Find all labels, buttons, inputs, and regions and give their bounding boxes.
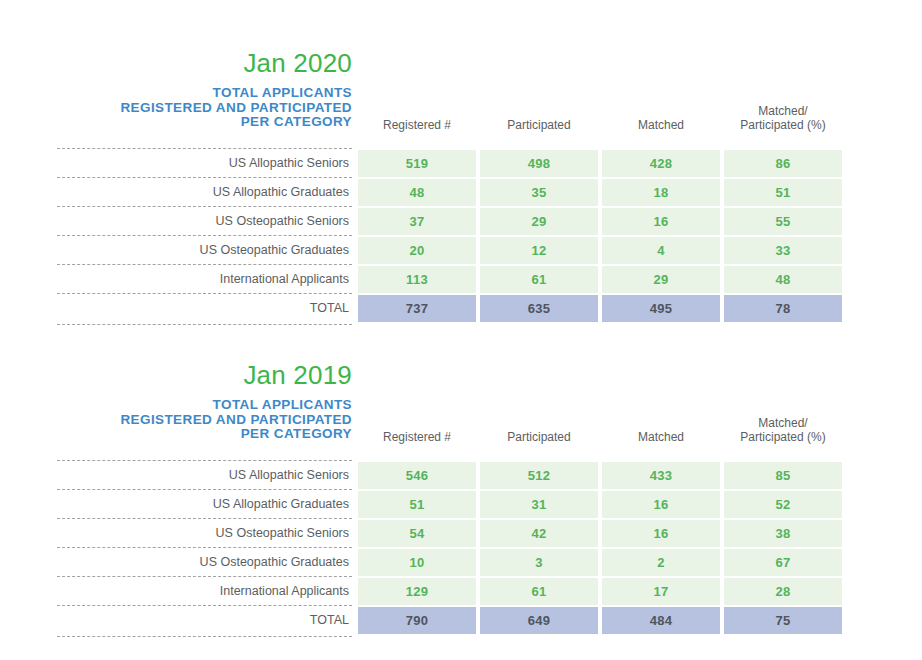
table-bottom-divider bbox=[57, 636, 352, 637]
value-cell: 512 bbox=[480, 462, 598, 489]
table-row: US Osteopathic Seniors54421638 bbox=[0, 520, 922, 547]
table-heading: TOTAL APPLICANTS REGISTERED AND PARTICIP… bbox=[0, 398, 358, 449]
row-category-label: US Allopathic Graduates bbox=[0, 491, 358, 518]
value-cell: 2 bbox=[602, 549, 720, 576]
value-cell: 428 bbox=[602, 150, 720, 177]
value-cell: 495 bbox=[602, 295, 720, 322]
value-cell: 38 bbox=[724, 520, 842, 547]
table-row: US Allopathic Seniors51949842886 bbox=[0, 150, 922, 177]
row-category-label: US Allopathic Seniors bbox=[0, 150, 358, 177]
row-category-label: International Applicants bbox=[0, 266, 358, 293]
value-cell: 737 bbox=[358, 295, 476, 322]
value-cell: 42 bbox=[480, 520, 598, 547]
value-cell: 649 bbox=[480, 607, 598, 634]
value-cell: 35 bbox=[480, 179, 598, 206]
row-category-label: US Osteopathic Graduates bbox=[0, 237, 358, 264]
match-table-jan-2020: Jan 2020 TOTAL APPLICANTS REGISTERED AND… bbox=[0, 48, 922, 325]
value-cell: 17 bbox=[602, 578, 720, 605]
table-rows: US Allopathic Seniors51949842886US Allop… bbox=[0, 150, 922, 322]
value-cell: 48 bbox=[724, 266, 842, 293]
value-cell: 61 bbox=[480, 266, 598, 293]
row-category-label: TOTAL bbox=[0, 607, 358, 634]
column-header-matched-participated-pct: Matched/ Participated (%) bbox=[724, 416, 842, 449]
table-title: Jan 2019 bbox=[0, 360, 352, 390]
value-cell: 85 bbox=[724, 462, 842, 489]
table-row: US Allopathic Graduates48351851 bbox=[0, 179, 922, 206]
value-cell: 51 bbox=[358, 491, 476, 518]
match-table-jan-2019: Jan 2019 TOTAL APPLICANTS REGISTERED AND… bbox=[0, 360, 922, 637]
row-category-label: International Applicants bbox=[0, 578, 358, 605]
table-total-row: TOTAL79064948475 bbox=[0, 607, 922, 634]
value-cell: 4 bbox=[602, 237, 720, 264]
table-row: US Allopathic Graduates51311652 bbox=[0, 491, 922, 518]
column-header-participated: Participated bbox=[480, 118, 598, 137]
value-cell: 433 bbox=[602, 462, 720, 489]
value-cell: 20 bbox=[358, 237, 476, 264]
row-category-label: US Osteopathic Seniors bbox=[0, 520, 358, 547]
value-cell: 129 bbox=[358, 578, 476, 605]
value-cell: 635 bbox=[480, 295, 598, 322]
value-cell: 546 bbox=[358, 462, 476, 489]
row-category-label: US Allopathic Graduates bbox=[0, 179, 358, 206]
table-row: International Applicants113612948 bbox=[0, 266, 922, 293]
value-cell: 484 bbox=[602, 607, 720, 634]
table-row: US Osteopathic Graduates2012433 bbox=[0, 237, 922, 264]
value-cell: 10 bbox=[358, 549, 476, 576]
value-cell: 790 bbox=[358, 607, 476, 634]
row-category-label: US Osteopathic Graduates bbox=[0, 549, 358, 576]
value-cell: 48 bbox=[358, 179, 476, 206]
table-row: International Applicants129611728 bbox=[0, 578, 922, 605]
value-cell: 16 bbox=[602, 491, 720, 518]
table-header-row: TOTAL APPLICANTS REGISTERED AND PARTICIP… bbox=[0, 398, 922, 449]
table-heading: TOTAL APPLICANTS REGISTERED AND PARTICIP… bbox=[0, 86, 358, 137]
column-header-matched: Matched bbox=[602, 430, 720, 449]
table-row: US Allopathic Seniors54651243385 bbox=[0, 462, 922, 489]
value-cell: 29 bbox=[480, 208, 598, 235]
column-header-matched-participated-pct: Matched/ Participated (%) bbox=[724, 104, 842, 137]
value-cell: 37 bbox=[358, 208, 476, 235]
row-category-label: TOTAL bbox=[0, 295, 358, 322]
column-header-participated: Participated bbox=[480, 430, 598, 449]
value-cell: 28 bbox=[724, 578, 842, 605]
table-rows: US Allopathic Seniors54651243385US Allop… bbox=[0, 462, 922, 634]
value-cell: 51 bbox=[724, 179, 842, 206]
value-cell: 55 bbox=[724, 208, 842, 235]
value-cell: 18 bbox=[602, 179, 720, 206]
value-cell: 12 bbox=[480, 237, 598, 264]
column-header-registered: Registered # bbox=[358, 430, 476, 449]
value-cell: 54 bbox=[358, 520, 476, 547]
value-cell: 75 bbox=[724, 607, 842, 634]
table-row: US Osteopathic Seniors37291655 bbox=[0, 208, 922, 235]
value-cell: 67 bbox=[724, 549, 842, 576]
value-cell: 16 bbox=[602, 520, 720, 547]
column-header-matched: Matched bbox=[602, 118, 720, 137]
table-title: Jan 2020 bbox=[0, 48, 352, 78]
value-cell: 29 bbox=[602, 266, 720, 293]
table-total-row: TOTAL73763549578 bbox=[0, 295, 922, 322]
row-category-label: US Osteopathic Seniors bbox=[0, 208, 358, 235]
table-header-row: TOTAL APPLICANTS REGISTERED AND PARTICIP… bbox=[0, 86, 922, 137]
table-row: US Osteopathic Graduates103267 bbox=[0, 549, 922, 576]
value-cell: 78 bbox=[724, 295, 842, 322]
value-cell: 113 bbox=[358, 266, 476, 293]
value-cell: 498 bbox=[480, 150, 598, 177]
value-cell: 3 bbox=[480, 549, 598, 576]
value-cell: 86 bbox=[724, 150, 842, 177]
value-cell: 31 bbox=[480, 491, 598, 518]
value-cell: 61 bbox=[480, 578, 598, 605]
value-cell: 52 bbox=[724, 491, 842, 518]
value-cell: 33 bbox=[724, 237, 842, 264]
table-bottom-divider bbox=[57, 324, 352, 325]
row-category-label: US Allopathic Seniors bbox=[0, 462, 358, 489]
column-header-registered: Registered # bbox=[358, 118, 476, 137]
value-cell: 16 bbox=[602, 208, 720, 235]
report-page: { "colors": { "title-green": "#3eb549", … bbox=[0, 0, 922, 660]
value-cell: 519 bbox=[358, 150, 476, 177]
